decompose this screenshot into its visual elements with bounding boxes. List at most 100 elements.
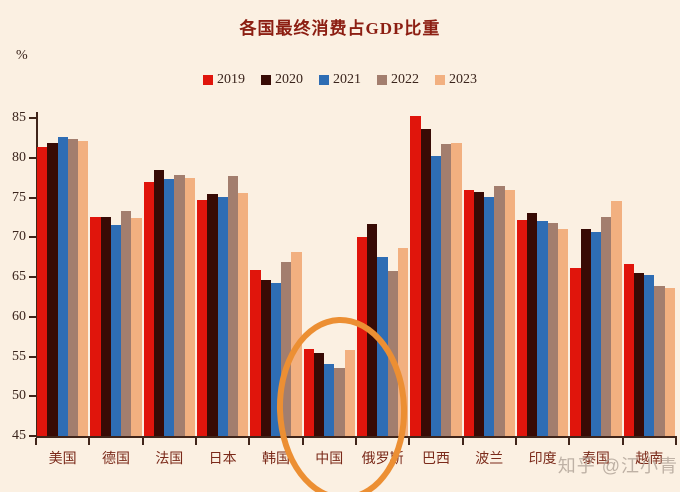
- legend-swatch-2022: [377, 75, 387, 85]
- bar-法国-2021: [164, 179, 175, 436]
- x-axis-label-美国: 美国: [48, 452, 77, 467]
- chart-title: 各国最终消费占GDP比重: [239, 19, 441, 38]
- bar-越南-2020: [633, 273, 645, 436]
- bar-巴西-2021: [430, 156, 442, 436]
- bar-德国-2019: [90, 217, 101, 436]
- x-tick: [88, 438, 91, 445]
- y-tick-label: 50: [12, 388, 26, 404]
- bar-巴西-2023: [451, 143, 462, 436]
- legend-swatch-2020: [261, 75, 271, 85]
- bar-美国-2023: [78, 141, 89, 436]
- bar-法国-2023: [184, 178, 196, 436]
- bar-中国-2021: [324, 363, 335, 436]
- bar-德国-2021: [110, 224, 122, 436]
- bar-法国-2020: [153, 169, 165, 436]
- bar-波兰-2022: [494, 186, 505, 436]
- y-axis-unit-label: %: [16, 48, 28, 63]
- x-axis-label-德国: 德国: [101, 452, 130, 467]
- bar-巴西-2019: [410, 116, 421, 436]
- bar-印度-2020: [527, 212, 538, 436]
- x-tick: [408, 438, 411, 445]
- y-tick-label: 65: [12, 269, 26, 284]
- y-tick: [29, 395, 36, 398]
- bar-法国-2019: [143, 182, 154, 436]
- y-tick: [29, 117, 36, 119]
- x-tick: [568, 438, 571, 445]
- bar-日本-2022: [227, 176, 239, 436]
- x-tick: [301, 438, 304, 445]
- y-tick: [29, 276, 36, 278]
- bar-法国-2022: [174, 175, 185, 436]
- bar-泰国-2023: [611, 200, 622, 436]
- bar-越南-2022: [654, 285, 665, 436]
- bar-美国-2021: [57, 137, 68, 436]
- bar-波兰-2021: [484, 196, 495, 436]
- bar-group-泰国: [569, 118, 622, 436]
- bar-中国-2020: [313, 353, 325, 436]
- x-axis-labels: 美国 德国 法国 日本 韩国 中国 俄罗斯 巴西 波兰 印度 泰国 越南: [36, 448, 676, 468]
- bar-俄罗斯-2022: [387, 270, 399, 436]
- watermark: 知乎 @江小青: [557, 456, 678, 476]
- x-axis-line: [36, 436, 677, 438]
- bar-德国-2020: [100, 217, 111, 436]
- bar-俄罗斯-2021: [377, 257, 388, 436]
- bar-美国-2022: [67, 139, 79, 436]
- plot-area: [36, 116, 676, 436]
- y-tick-label: 80: [12, 149, 26, 165]
- legend: 2019 2020 2021 2022 2023: [0, 72, 680, 88]
- y-tick-label: 70: [12, 229, 26, 245]
- x-axis-label-中国: 中国: [315, 452, 344, 467]
- bar-group-越南: [623, 118, 676, 436]
- bar-中国-2019: [303, 349, 314, 436]
- bar-美国-2020: [47, 143, 58, 436]
- x-tick: [248, 438, 251, 445]
- bar-group-日本: [196, 118, 249, 436]
- x-axis-label-法国: 法国: [155, 452, 184, 467]
- y-tick: [29, 435, 36, 437]
- bar-俄罗斯-2019: [356, 237, 368, 436]
- bar-中国-2022: [334, 368, 345, 436]
- legend-label: 2021: [333, 72, 361, 87]
- bar-泰国-2022: [601, 216, 612, 436]
- y-tick: [29, 196, 36, 199]
- x-tick: [621, 438, 624, 445]
- x-axis-label-越南: 越南: [635, 452, 664, 467]
- bar-越南-2021: [644, 274, 655, 436]
- bar-波兰-2020: [473, 191, 485, 436]
- y-tick-label: 85: [12, 110, 26, 125]
- legend-label: 2022: [391, 72, 419, 87]
- bar-德国-2023: [131, 218, 142, 436]
- bar-中国-2023: [344, 350, 356, 436]
- x-tick: [195, 438, 197, 445]
- bar-印度-2021: [537, 221, 548, 436]
- x-tick: [461, 438, 464, 445]
- bar-巴西-2022: [441, 144, 452, 436]
- bar-韩国-2021: [270, 283, 282, 436]
- bar-group-巴西: [409, 116, 462, 436]
- bar-group-韩国: [249, 118, 302, 436]
- x-axis-label-俄罗斯: 俄罗斯: [361, 452, 404, 467]
- x-axis-label-韩国: 韩国: [261, 452, 290, 467]
- bar-group-波兰: [463, 118, 516, 436]
- bar-日本-2023: [238, 192, 249, 436]
- bar-group-德国: [89, 118, 142, 436]
- x-axis-label-泰国: 泰国: [581, 452, 610, 467]
- x-tick: [675, 438, 677, 445]
- y-tick-label: 45: [12, 428, 26, 443]
- y-tick: [29, 156, 36, 159]
- x-tick: [141, 438, 144, 445]
- legend-label: 2019: [217, 72, 245, 87]
- bar-日本-2021: [217, 196, 228, 436]
- bar-波兰-2023: [504, 189, 516, 436]
- bar-越南-2023: [664, 288, 676, 436]
- legend-swatch-2021: [319, 75, 329, 85]
- bar-韩国-2019: [250, 269, 261, 436]
- y-tick: [29, 315, 36, 318]
- legend-item-2021: 2021: [319, 72, 361, 88]
- bar-印度-2023: [558, 228, 569, 436]
- bar-韩国-2020: [260, 280, 271, 436]
- x-tick: [515, 438, 517, 445]
- x-axis-label-印度: 印度: [528, 452, 557, 467]
- bar-俄罗斯-2020: [367, 223, 378, 436]
